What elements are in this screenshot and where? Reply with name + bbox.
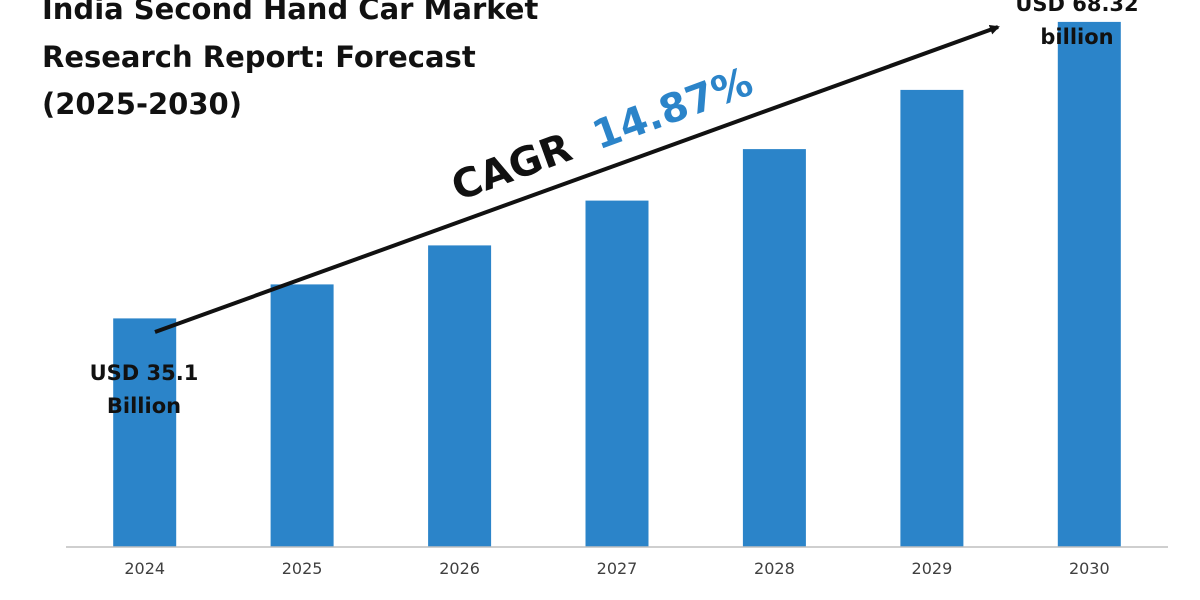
x-tick-label-2027: 2027 — [597, 559, 638, 578]
end-value-label-line-2: billion — [1040, 25, 1113, 49]
start-value-label-line-1: USD 35.1 — [90, 361, 199, 385]
bar-2030 — [1057, 21, 1121, 547]
bar-2027 — [585, 200, 649, 547]
x-tick-label-2025: 2025 — [282, 559, 323, 578]
cagr-annotation: CAGR 14.87% — [446, 59, 759, 210]
bar-2024 — [113, 318, 177, 547]
cagr-trend-arrow — [154, 25, 1000, 334]
chart-title: India Second Hand Car Market Research Re… — [42, 0, 538, 121]
bar-2025 — [270, 284, 334, 547]
start-value-label: USD 35.1 Billion — [90, 361, 199, 418]
start-value-label-line-2: Billion — [107, 394, 181, 418]
x-tick-label-2028: 2028 — [754, 559, 795, 578]
x-tick-label-2024: 2024 — [124, 559, 165, 578]
x-axis-ticks: 2024 2025 2026 2027 2028 2029 2030 — [124, 559, 1109, 578]
x-tick-label-2026: 2026 — [439, 559, 480, 578]
bar-2028 — [742, 149, 806, 547]
end-value-label: USD 68.32 billion — [1015, 0, 1138, 49]
chart-title-line-3: (2025-2030) — [42, 87, 242, 121]
bar-2029 — [900, 89, 964, 548]
cagr-prefix: CAGR — [446, 125, 578, 211]
chart-title-line-2: Research Report: Forecast — [42, 40, 476, 74]
chart-title-line-1: India Second Hand Car Market — [42, 0, 538, 26]
bars-group — [113, 21, 1121, 548]
x-tick-label-2029: 2029 — [912, 559, 953, 578]
end-value-label-line-1: USD 68.32 — [1015, 0, 1138, 16]
bar-2026 — [428, 245, 492, 547]
x-tick-label-2030: 2030 — [1069, 559, 1110, 578]
